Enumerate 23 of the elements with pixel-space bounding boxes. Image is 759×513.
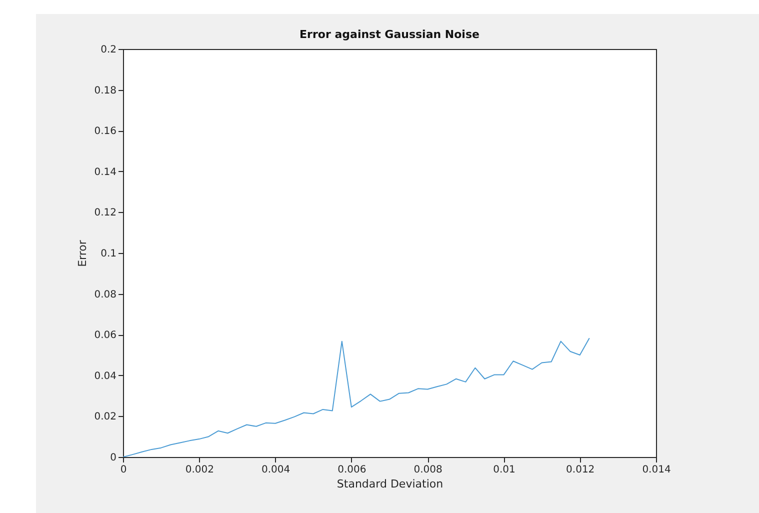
y-tick-label: 0.12 (94, 208, 116, 219)
y-tick-label: 0 (110, 452, 116, 464)
y-tick-label: 0.1 (100, 248, 116, 260)
x-tick-label: 0 (120, 464, 127, 476)
y-tick-label: 0.06 (94, 330, 116, 342)
x-tick-label: 0.002 (185, 464, 214, 476)
y-tick-label: 0.14 (94, 166, 116, 178)
y-tick-label: 0.2 (100, 44, 116, 56)
x-tick-label: 0.012 (566, 464, 595, 476)
x-tick-label: 0.004 (261, 464, 290, 476)
chart-title: Error against Gaussian Noise (300, 28, 480, 41)
y-tick-label: 0.08 (94, 289, 116, 300)
x-axis-title: Standard Deviation (336, 478, 444, 490)
line-series (123, 338, 590, 457)
y-axis-title: Error (76, 240, 90, 267)
x-tick-label: 0.014 (642, 464, 671, 476)
x-tick-label: 0.008 (414, 464, 442, 476)
x-tick-label: 0.01 (493, 464, 516, 476)
y-tick-label: 0.16 (94, 126, 116, 138)
y-tick-label: 0.04 (94, 370, 116, 382)
y-tick-label: 0.02 (94, 412, 116, 423)
y-tick-label: 0.18 (94, 85, 116, 96)
x-tick-label: 0.006 (338, 464, 366, 476)
